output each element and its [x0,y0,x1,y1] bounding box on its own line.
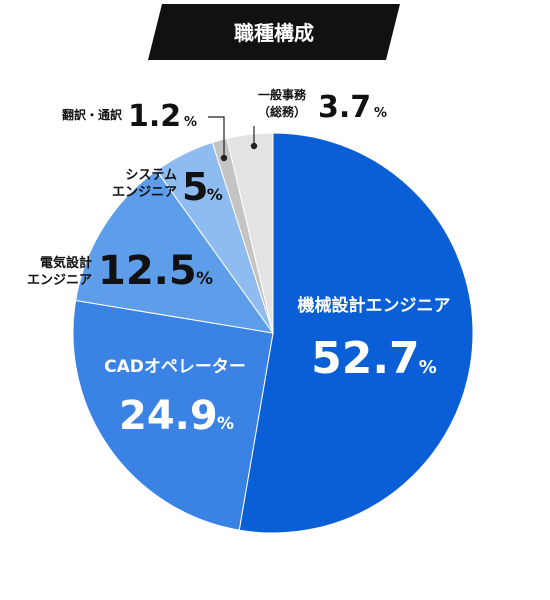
slice-label-0-percent-sign: % [419,357,437,378]
slice-label-3-line-1: エンジニア [112,185,177,200]
pie-slice-2 [75,169,275,334]
slice-label-1-percent-sign: % [217,414,234,434]
slice-label-4: 翻訳・通訳 [62,107,123,122]
slice-label-3-percent-sign: % [207,185,223,204]
leader-line-4 [208,116,225,158]
slice-label-4-value: 1.2 [128,99,181,134]
title-background [148,4,400,60]
slice-label-5-line-0: 一般事務 [258,87,307,102]
slice-label-0: 機械設計エンジニア [298,295,451,316]
pie-slices [72,132,474,534]
leader-dot-4 [220,154,228,162]
slice-label-3-value: 5 [182,165,208,209]
slice-label-2-value: 12.5 [98,248,197,294]
slice-label-0-value: 52.7 [311,333,420,384]
chart-title: 職種構成 [234,21,314,45]
leader-lines [208,116,258,162]
pie-slice-1 [72,299,274,531]
slice-label-2-line-1: エンジニア [27,273,92,288]
slice-label-1-value: 24.9 [119,393,218,439]
pie-slice-5 [226,132,274,334]
pie-slice-0 [238,132,474,534]
title-banner: 職種構成 [148,4,400,60]
leader-dot-5 [250,142,258,150]
slice-label-1: CADオペレーター [104,357,246,377]
slice-label-5-line-1: （総務） [258,104,306,119]
slice-label-2-percent-sign: % [196,269,213,289]
slice-label-5-percent-sign: % [374,106,387,121]
slice-label-3-line-0: システム [125,168,177,183]
slice-label-4-percent-sign: % [184,115,197,130]
slice-label-5-value: 3.7 [318,90,371,125]
slice-label-2-line-0: 電気設計 [40,255,92,271]
